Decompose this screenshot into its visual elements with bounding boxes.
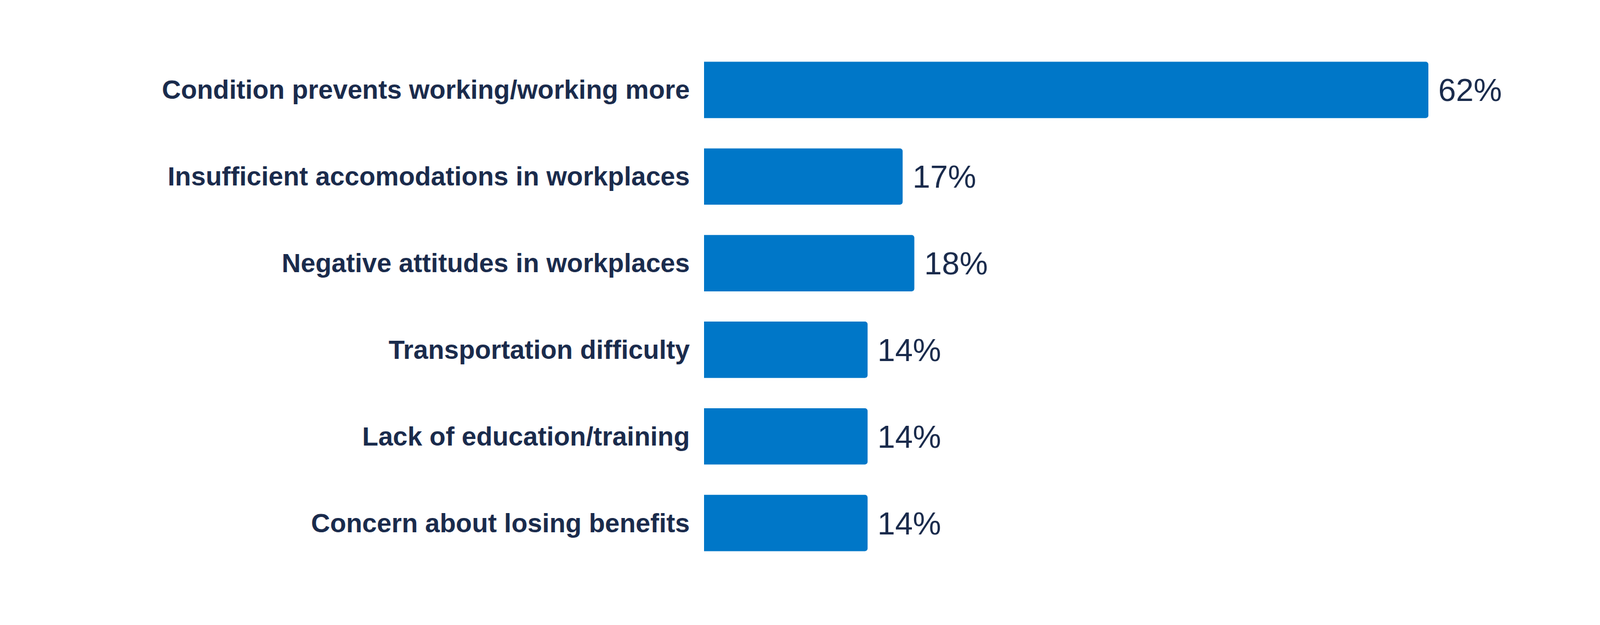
- svg-text:14%: 14%: [877, 505, 941, 541]
- svg-text:Insufficient accomodations in: Insufficient accomodations in workplaces: [167, 161, 690, 191]
- svg-text:Concern about losing benefits: Concern about losing benefits: [310, 508, 690, 538]
- svg-text:Transportation difficulty: Transportation difficulty: [388, 335, 691, 365]
- svg-text:Condition prevents working/wor: Condition prevents working/working more: [161, 75, 690, 105]
- svg-text:18%: 18%: [924, 245, 989, 281]
- svg-text:62%: 62%: [1438, 71, 1502, 108]
- svg-text:Negative attitudes in workplac: Negative attitudes in workplaces: [281, 248, 690, 278]
- svg-text:17%: 17%: [912, 158, 977, 195]
- svg-text:Lack of education/training: Lack of education/training: [362, 421, 690, 451]
- svg-text:14%: 14%: [877, 418, 941, 455]
- svg-text:14%: 14%: [877, 331, 941, 368]
